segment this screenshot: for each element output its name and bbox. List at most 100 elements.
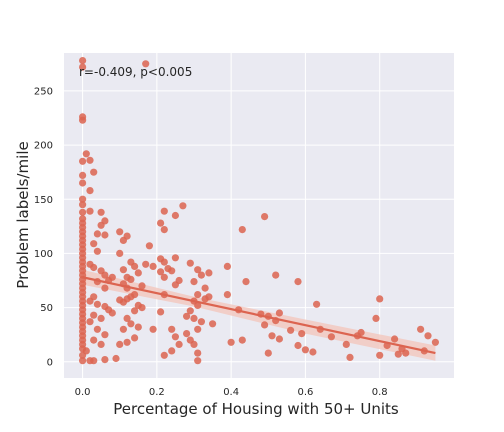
data-point	[86, 318, 94, 326]
data-point	[190, 340, 198, 348]
data-point	[186, 259, 194, 267]
data-point	[123, 314, 131, 322]
data-point	[142, 260, 150, 268]
data-point	[131, 334, 139, 342]
data-point	[101, 284, 109, 292]
data-point	[79, 195, 87, 203]
data-point	[79, 201, 87, 209]
data-point	[194, 291, 202, 299]
data-point	[242, 278, 250, 286]
data-point	[227, 338, 235, 346]
data-point	[119, 325, 127, 333]
data-point	[149, 262, 157, 270]
data-point	[160, 207, 168, 215]
data-point	[127, 320, 135, 328]
data-point	[376, 295, 384, 303]
data-point	[97, 221, 105, 229]
data-point	[194, 349, 202, 357]
data-point	[301, 346, 309, 354]
data-point	[179, 202, 187, 210]
data-point	[394, 350, 402, 358]
data-point	[108, 273, 116, 281]
grid-lines	[64, 53, 454, 378]
data-point	[268, 332, 276, 340]
data-point	[108, 309, 116, 317]
data-point	[376, 351, 384, 359]
data-point	[205, 269, 213, 277]
x-axis-title: Percentage of Housing with 50+ Units	[113, 400, 399, 418]
data-point	[294, 341, 302, 350]
y-tick-labels: 0 50 100 150 200 250	[34, 86, 53, 368]
data-point	[157, 268, 165, 276]
data-point	[327, 333, 335, 341]
data-point	[131, 307, 139, 315]
data-point	[134, 269, 142, 277]
data-point	[86, 156, 94, 164]
y-tick-label: 150	[34, 195, 53, 206]
x-tick-label: 0.2	[149, 387, 165, 398]
data-point	[275, 335, 283, 343]
data-point	[90, 263, 98, 272]
data-point	[149, 325, 157, 333]
data-point	[160, 226, 168, 234]
data-point	[119, 266, 127, 274]
data-point	[116, 340, 124, 348]
data-point	[346, 353, 354, 361]
data-point	[357, 328, 365, 337]
data-point	[275, 309, 283, 317]
data-point	[264, 349, 272, 357]
data-point	[134, 323, 142, 331]
data-point	[294, 278, 302, 286]
data-point	[79, 208, 87, 216]
data-point	[160, 351, 168, 359]
data-point	[402, 349, 410, 357]
data-point	[168, 347, 176, 355]
data-point	[112, 354, 120, 363]
data-point	[142, 60, 150, 68]
data-point	[342, 340, 350, 348]
x-tick-label: 0.8	[372, 387, 388, 398]
y-axis-title: Problem labels/mile	[14, 141, 32, 288]
data-point	[116, 228, 124, 236]
data-point	[93, 325, 101, 333]
data-point	[90, 311, 98, 319]
data-point	[160, 258, 168, 266]
x-tick-label: 0.6	[297, 387, 313, 398]
data-point	[424, 332, 432, 340]
data-point	[90, 168, 98, 176]
data-point	[201, 295, 209, 303]
data-point	[197, 318, 205, 326]
data-point	[123, 295, 131, 303]
y-tick-label: 100	[34, 249, 53, 260]
data-point	[391, 335, 399, 343]
data-point	[171, 281, 179, 289]
data-point	[168, 325, 176, 333]
data-point	[186, 307, 194, 315]
data-point	[175, 340, 183, 348]
data-point	[93, 300, 101, 308]
data-point	[127, 275, 135, 283]
data-point	[223, 291, 231, 299]
data-point	[194, 357, 202, 365]
data-point	[86, 207, 94, 215]
data-point	[157, 308, 165, 316]
data-point	[82, 347, 90, 355]
x-tick-label: 0.4	[223, 387, 239, 398]
data-point	[190, 278, 198, 286]
data-point	[79, 171, 87, 179]
data-point	[101, 271, 109, 279]
data-point	[79, 116, 87, 124]
data-point	[238, 226, 246, 234]
data-point	[97, 340, 105, 348]
data-point	[298, 330, 306, 338]
data-point	[197, 271, 205, 279]
regression-layer	[82, 276, 436, 355]
data-point	[194, 266, 202, 274]
data-point	[183, 330, 191, 338]
data-point	[138, 282, 146, 290]
data-points	[79, 57, 439, 365]
x-tick-label: 0.0	[75, 387, 91, 398]
data-point	[223, 262, 231, 270]
data-point	[79, 57, 87, 65]
